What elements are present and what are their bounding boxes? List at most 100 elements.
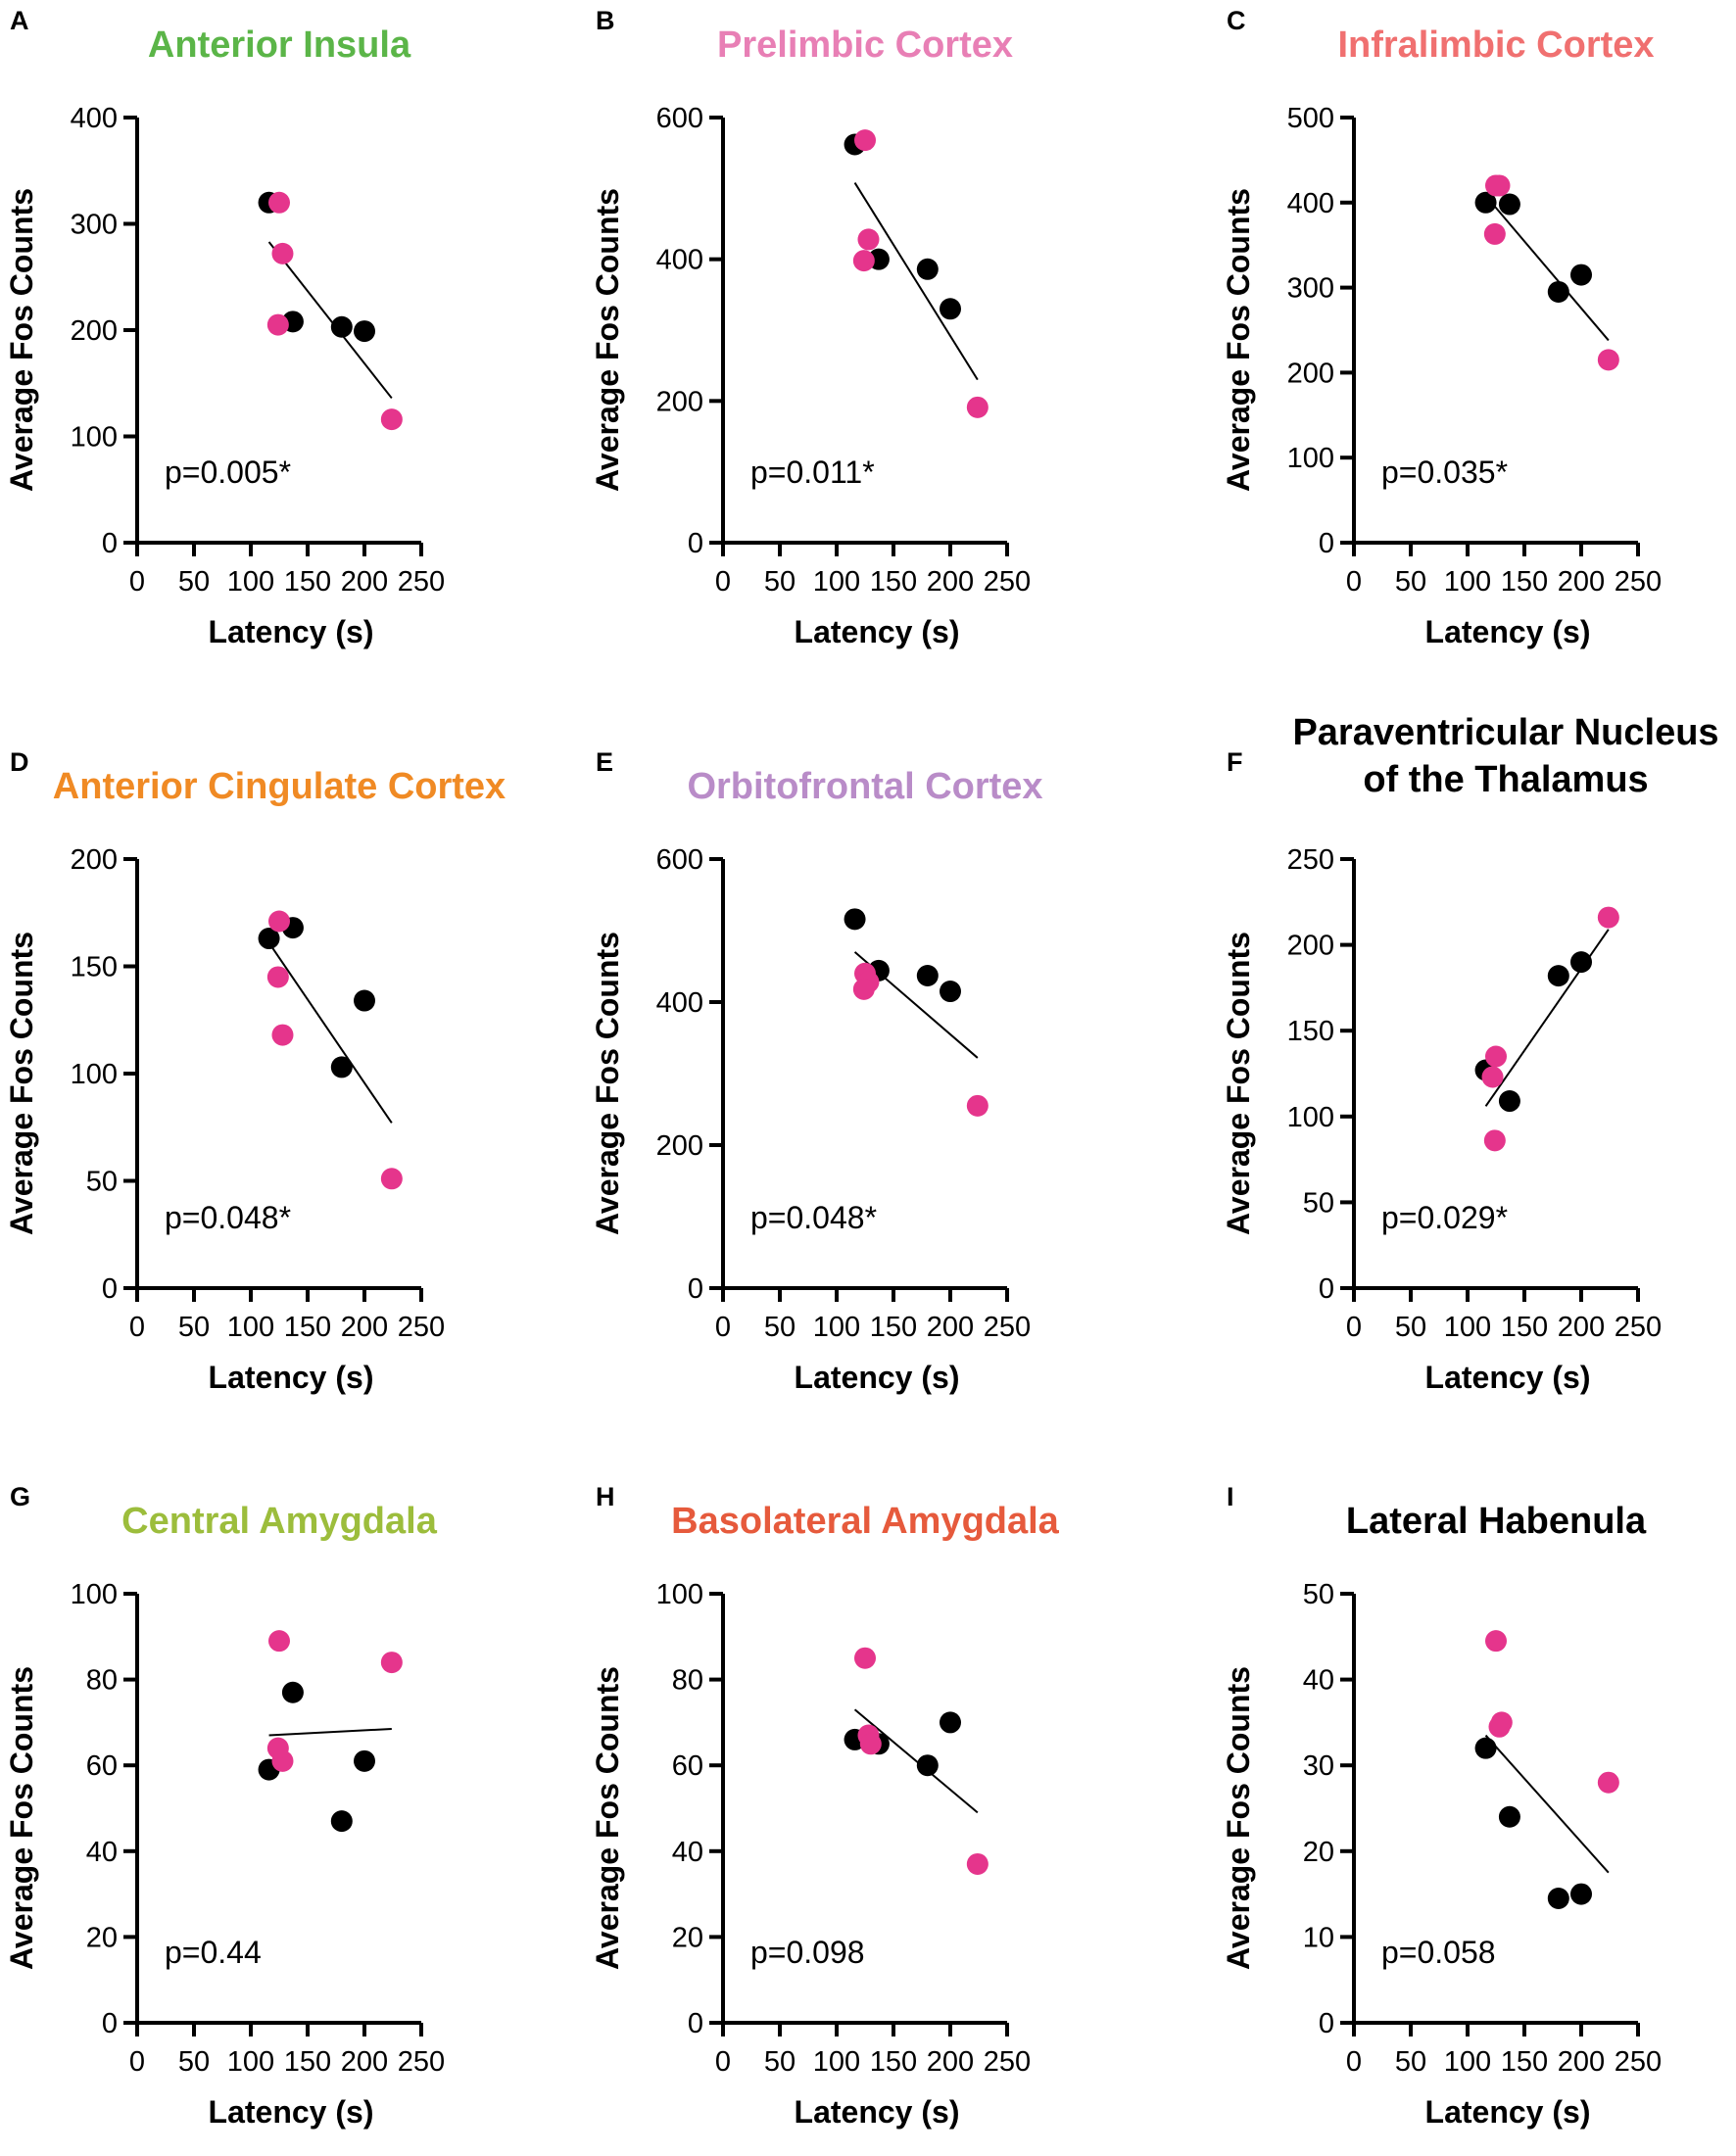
- data-point-magenta: [1483, 222, 1506, 245]
- x-tick-label: 100: [813, 566, 860, 598]
- p-value-label: p=0.44: [165, 1935, 262, 1970]
- panel-letter: C: [1227, 6, 1246, 35]
- x-tick-label: 250: [1615, 1312, 1662, 1343]
- y-tick-label: 20: [86, 1922, 118, 1953]
- data-point-magenta: [271, 1024, 294, 1046]
- y-tick-label: 250: [1287, 844, 1334, 876]
- y-tick-label: 100: [1287, 443, 1334, 474]
- x-tick-label: 200: [927, 1312, 974, 1343]
- data-point-magenta: [380, 1652, 403, 1674]
- x-tick-label: 100: [227, 1312, 274, 1343]
- x-tick-label: 150: [870, 1312, 917, 1343]
- y-tick-label: 0: [688, 2008, 703, 2039]
- data-point-black: [1498, 193, 1520, 216]
- x-tick-label: 100: [227, 566, 274, 598]
- x-tick-label: 50: [178, 2046, 210, 2078]
- panel-h: H Basolateral Amygdala 0 20 40 60 80 100 0 50 100 1…: [590, 1482, 1060, 2130]
- x-tick-label: 0: [715, 566, 731, 598]
- y-tick-label: 40: [1303, 1665, 1334, 1697]
- x-tick-label: 250: [398, 1312, 445, 1343]
- regression-line: [267, 241, 393, 400]
- x-axis-label: Latency (s): [795, 1360, 960, 1395]
- x-tick-label: 250: [398, 2046, 445, 2078]
- x-tick-label: 200: [1558, 2046, 1605, 2078]
- y-tick-label: 100: [71, 1579, 118, 1610]
- y-tick-label: 200: [1287, 358, 1334, 389]
- chart-title-line: Paraventricular Nucleus: [1292, 712, 1718, 753]
- data-point-magenta: [1597, 906, 1619, 929]
- y-tick-label: 0: [1319, 528, 1334, 559]
- data-point-magenta: [1485, 1045, 1507, 1068]
- y-tick-label: 200: [71, 844, 118, 876]
- data-point-magenta: [266, 313, 289, 336]
- y-tick-label: 0: [688, 1273, 703, 1305]
- data-point-black: [330, 315, 353, 338]
- data-point-black: [940, 298, 961, 320]
- data-point-black: [844, 908, 866, 931]
- data-point-magenta: [266, 966, 289, 988]
- x-tick-label: 150: [1501, 2046, 1548, 2078]
- x-tick-label: 50: [178, 1312, 210, 1343]
- x-tick-label: 250: [984, 566, 1031, 598]
- y-tick-label: 10: [1303, 1922, 1334, 1953]
- x-tick-label: 200: [341, 2046, 388, 2078]
- data-point-black: [1498, 1090, 1520, 1113]
- data-point-magenta: [852, 250, 875, 272]
- x-tick-label: 50: [1395, 2046, 1426, 2078]
- y-tick-label: 80: [672, 1665, 703, 1697]
- data-point-black: [1547, 965, 1569, 987]
- panel-d: D Anterior Cingulate Cortex 0 50 100 150 200 0 5…: [4, 747, 506, 1395]
- x-axis-label: Latency (s): [1425, 614, 1591, 649]
- p-value-label: p=0.035*: [1381, 455, 1508, 490]
- x-tick-label: 250: [398, 566, 445, 598]
- data-point-magenta: [854, 1647, 876, 1669]
- panel-a: A Anterior Insula 0 100 200 300 400 0 50 100 150 20…: [4, 6, 445, 649]
- data-point-black: [916, 258, 939, 280]
- x-axis-label: Latency (s): [795, 614, 960, 649]
- regression-line: [268, 1727, 392, 1737]
- y-tick-label: 0: [1319, 2008, 1334, 2039]
- panel-letter: H: [596, 1482, 615, 1511]
- y-tick-label: 50: [86, 1167, 118, 1198]
- x-tick-label: 0: [129, 566, 145, 598]
- panel-i: I Lateral Habenula 0 10 20 30 40 50 0 50 100 150 200…: [1221, 1482, 1662, 2130]
- chart-title: Anterior Insula: [148, 24, 411, 66]
- data-point-magenta: [1481, 1066, 1504, 1088]
- x-tick-label: 100: [813, 1312, 860, 1343]
- y-axis-label: Average Fos Counts: [4, 188, 39, 492]
- data-point-black: [1570, 951, 1592, 974]
- data-point-black: [1474, 191, 1497, 214]
- data-point-magenta: [380, 408, 403, 431]
- data-point-magenta: [857, 228, 880, 251]
- x-tick-label: 100: [1444, 566, 1491, 598]
- y-axis-label: Average Fos Counts: [1221, 188, 1256, 492]
- p-value-label: p=0.029*: [1381, 1200, 1508, 1235]
- y-axis-label: Average Fos Counts: [1221, 1666, 1256, 1970]
- data-point-black: [1474, 1737, 1497, 1759]
- x-tick-label: 50: [1395, 1312, 1426, 1343]
- y-tick-label: 30: [1303, 1750, 1334, 1782]
- x-tick-label: 50: [178, 566, 210, 598]
- regression-line: [1484, 1734, 1610, 1874]
- chart-title: Orbitofrontal Cortex: [687, 766, 1042, 807]
- data-point-magenta: [966, 1852, 989, 1875]
- y-tick-label: 400: [71, 103, 118, 134]
- y-tick-label: 0: [1319, 1273, 1334, 1305]
- y-tick-label: 200: [656, 386, 703, 417]
- panel-g: G Central Amygdala 0 20 40 60 80 100 0 50 100 150 20…: [4, 1482, 445, 2130]
- x-tick-label: 100: [813, 2046, 860, 2078]
- x-tick-label: 200: [341, 1312, 388, 1343]
- regression-line: [853, 1708, 979, 1814]
- x-tick-label: 0: [715, 1312, 731, 1343]
- data-point-black: [1547, 280, 1569, 303]
- data-point-magenta: [854, 129, 876, 152]
- x-tick-label: 50: [764, 1312, 796, 1343]
- y-tick-label: 600: [656, 103, 703, 134]
- data-point-magenta: [268, 910, 290, 933]
- x-tick-label: 0: [1346, 2046, 1362, 2078]
- y-tick-label: 200: [1287, 931, 1334, 962]
- panel-letter: G: [10, 1482, 30, 1511]
- data-point-magenta: [1488, 174, 1511, 197]
- y-tick-label: 20: [672, 1922, 703, 1953]
- data-point-black: [354, 989, 375, 1012]
